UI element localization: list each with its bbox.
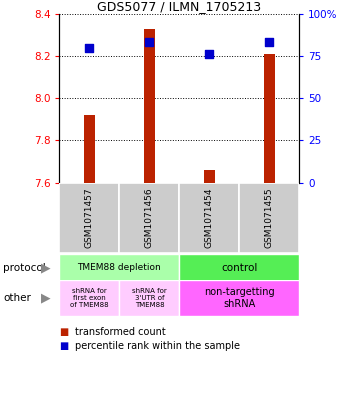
Text: ▶: ▶ (41, 261, 51, 274)
Text: control: control (221, 263, 257, 273)
Bar (204, 170, 215, 183)
Bar (59, 183, 119, 253)
Bar (59, 280, 119, 316)
Point (147, 39, 152, 46)
Bar (144, 29, 155, 183)
Text: non-targetting
shRNA: non-targetting shRNA (204, 287, 275, 309)
Bar (239, 183, 299, 253)
Text: percentile rank within the sample: percentile rank within the sample (75, 341, 240, 351)
Text: shRNA for
3'UTR of
TMEM88: shRNA for 3'UTR of TMEM88 (132, 288, 167, 308)
Point (267, 39, 272, 46)
Text: GSM1071457: GSM1071457 (85, 188, 94, 248)
Text: ■: ■ (59, 327, 69, 337)
Text: GSM1071456: GSM1071456 (145, 188, 154, 248)
Bar (264, 54, 275, 183)
Text: ■: ■ (59, 341, 69, 351)
Bar (180, 280, 299, 316)
Bar (84, 115, 95, 183)
Text: GSM1071455: GSM1071455 (265, 188, 274, 248)
Bar (180, 183, 239, 253)
Text: shRNA for
first exon
of TMEM88: shRNA for first exon of TMEM88 (70, 288, 109, 308)
Point (207, 51, 212, 57)
Text: protocol: protocol (3, 263, 46, 273)
Title: GDS5077 / ILMN_1705213: GDS5077 / ILMN_1705213 (97, 0, 261, 13)
Bar (119, 280, 180, 316)
Bar (119, 183, 180, 253)
Bar (59, 254, 180, 281)
Text: GSM1071454: GSM1071454 (205, 188, 214, 248)
Bar (180, 254, 299, 281)
Text: other: other (3, 293, 31, 303)
Text: transformed count: transformed count (75, 327, 166, 337)
Text: TMEM88 depletion: TMEM88 depletion (78, 263, 161, 272)
Text: ▶: ▶ (41, 292, 51, 305)
Point (87, 44, 92, 51)
